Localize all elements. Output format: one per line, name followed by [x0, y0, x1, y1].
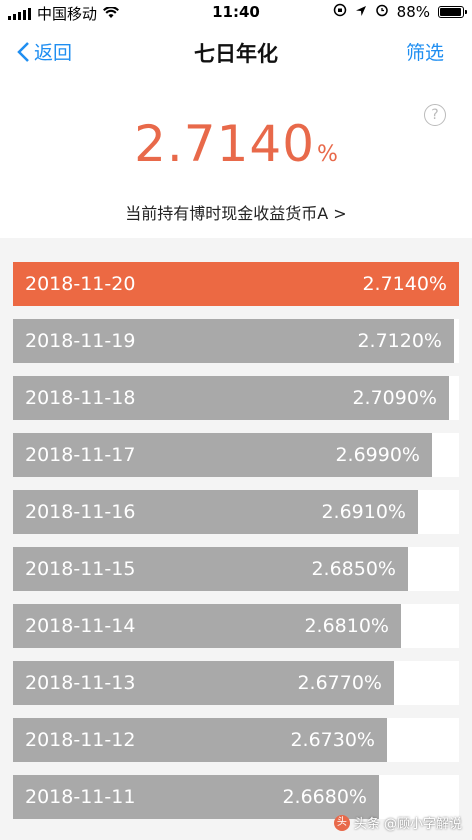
status-bar: 中国移动 11:40 88% [0, 0, 472, 24]
row-date: 2018-11-18 [25, 387, 136, 409]
row-date: 2018-11-12 [25, 729, 136, 751]
row-date: 2018-11-11 [25, 786, 136, 808]
row-rate: 2.6850% [311, 558, 396, 580]
table-row[interactable]: 2018-11-20 2.7140% [13, 262, 459, 306]
row-rate: 2.7120% [357, 330, 442, 352]
table-row[interactable]: 2018-11-12 2.6730% [13, 718, 387, 762]
table-row[interactable]: 2018-11-19 2.7120% [13, 319, 454, 363]
location-icon [355, 3, 367, 21]
watermark-text: 头条 @顾小字解说 [353, 817, 462, 832]
row-date: 2018-11-14 [25, 615, 136, 637]
alarm-icon [375, 3, 389, 21]
row-rate: 2.6730% [290, 729, 375, 751]
row-rate: 2.6810% [304, 615, 389, 637]
rate-history-list: 2018-11-20 2.7140% 2018-11-19 2.7120% 2018-1… [0, 238, 472, 840]
table-row[interactable]: 2018-11-17 2.6990% [13, 433, 432, 477]
filter-button[interactable]: 筛选 [405, 42, 444, 64]
back-button[interactable]: 返回 [16, 38, 72, 65]
battery-percent: 88% [396, 3, 430, 21]
watermark-logo-icon: 头 [333, 814, 350, 831]
row-date: 2018-11-15 [25, 558, 136, 580]
table-row[interactable]: 2018-11-13 2.6770% [13, 661, 394, 705]
row-date: 2018-11-17 [25, 444, 136, 466]
clock: 11:40 [212, 3, 260, 21]
battery-icon [438, 6, 467, 18]
table-row[interactable]: 2018-11-16 2.6910% [13, 490, 418, 534]
row-rate: 2.6910% [321, 501, 406, 523]
rate-unit: % [317, 142, 338, 167]
watermark: 头 头条 @顾小字解说 [333, 813, 462, 832]
row-date: 2018-11-20 [25, 273, 136, 295]
row-date: 2018-11-19 [25, 330, 136, 352]
page-title: 七日年化 [194, 42, 278, 66]
seven-day-rate: 2.7140% [0, 115, 472, 173]
row-rate: 2.7090% [352, 387, 437, 409]
carrier-label: 中国移动 [37, 5, 98, 23]
row-rate: 2.7140% [362, 273, 447, 295]
rotation-lock-icon [333, 3, 347, 21]
table-row[interactable]: 2018-11-14 2.6810% [13, 604, 401, 648]
help-icon[interactable]: ? [424, 104, 446, 126]
row-rate: 2.6770% [297, 672, 382, 694]
row-rate: 2.6990% [335, 444, 420, 466]
table-row[interactable]: 2018-11-15 2.6850% [13, 547, 408, 591]
nav-bar: 返回 七日年化 筛选 [0, 28, 472, 74]
row-date: 2018-11-13 [25, 672, 136, 694]
row-rate: 2.6680% [282, 786, 367, 808]
rate-value: 2.7140 [134, 115, 316, 173]
signal-icon [8, 7, 31, 20]
table-row[interactable]: 2018-11-11 2.6680% [13, 775, 379, 819]
chevron-left-icon [17, 41, 29, 62]
back-label: 返回 [34, 42, 73, 64]
fund-selector[interactable]: 当前持有博时现金收益货币A > [125, 204, 347, 223]
row-date: 2018-11-16 [25, 501, 136, 523]
wifi-icon [103, 5, 120, 23]
table-row[interactable]: 2018-11-18 2.7090% [13, 376, 449, 420]
